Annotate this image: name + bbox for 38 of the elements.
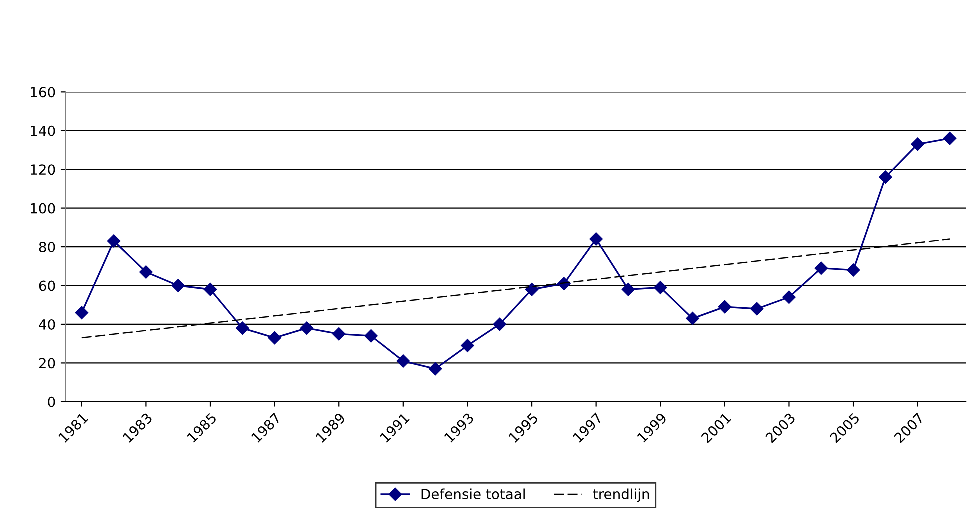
- point: [300, 322, 314, 335]
- y-tick-label: 60: [39, 280, 56, 292]
- point: [846, 264, 860, 277]
- point: [654, 281, 668, 294]
- point: [172, 279, 185, 292]
- point: [461, 339, 474, 352]
- point: [943, 132, 957, 146]
- point: [236, 322, 250, 335]
- legend-label: trendlijn: [593, 488, 650, 502]
- y-tick-label: 20: [39, 358, 56, 369]
- point: [140, 266, 153, 279]
- point: [396, 354, 410, 368]
- point: [493, 318, 506, 332]
- y-tick-label: 40: [39, 319, 56, 330]
- point: [107, 234, 121, 248]
- legend-label: Defensie totaal: [422, 488, 525, 500]
- point: [268, 331, 282, 345]
- y-tick-label: 120: [31, 164, 56, 176]
- point: [525, 283, 539, 296]
- y-tick-label: 80: [39, 242, 56, 253]
- point: [204, 283, 218, 296]
- point: [428, 362, 442, 376]
- point: [590, 232, 603, 246]
- y-tick-label: 0: [48, 396, 56, 408]
- point: [911, 138, 924, 152]
- point: [332, 328, 346, 341]
- point: [879, 170, 892, 184]
- point: [782, 290, 796, 304]
- point: [75, 306, 88, 320]
- point: [750, 302, 764, 316]
- y-tick-label: 160: [31, 87, 56, 98]
- y-tick-label: 140: [31, 126, 56, 136]
- point: [814, 262, 828, 275]
- y-tick-label: 100: [31, 203, 56, 214]
- point: [686, 312, 700, 326]
- point: [718, 300, 732, 314]
- point: [622, 283, 636, 296]
- point: [364, 330, 378, 343]
